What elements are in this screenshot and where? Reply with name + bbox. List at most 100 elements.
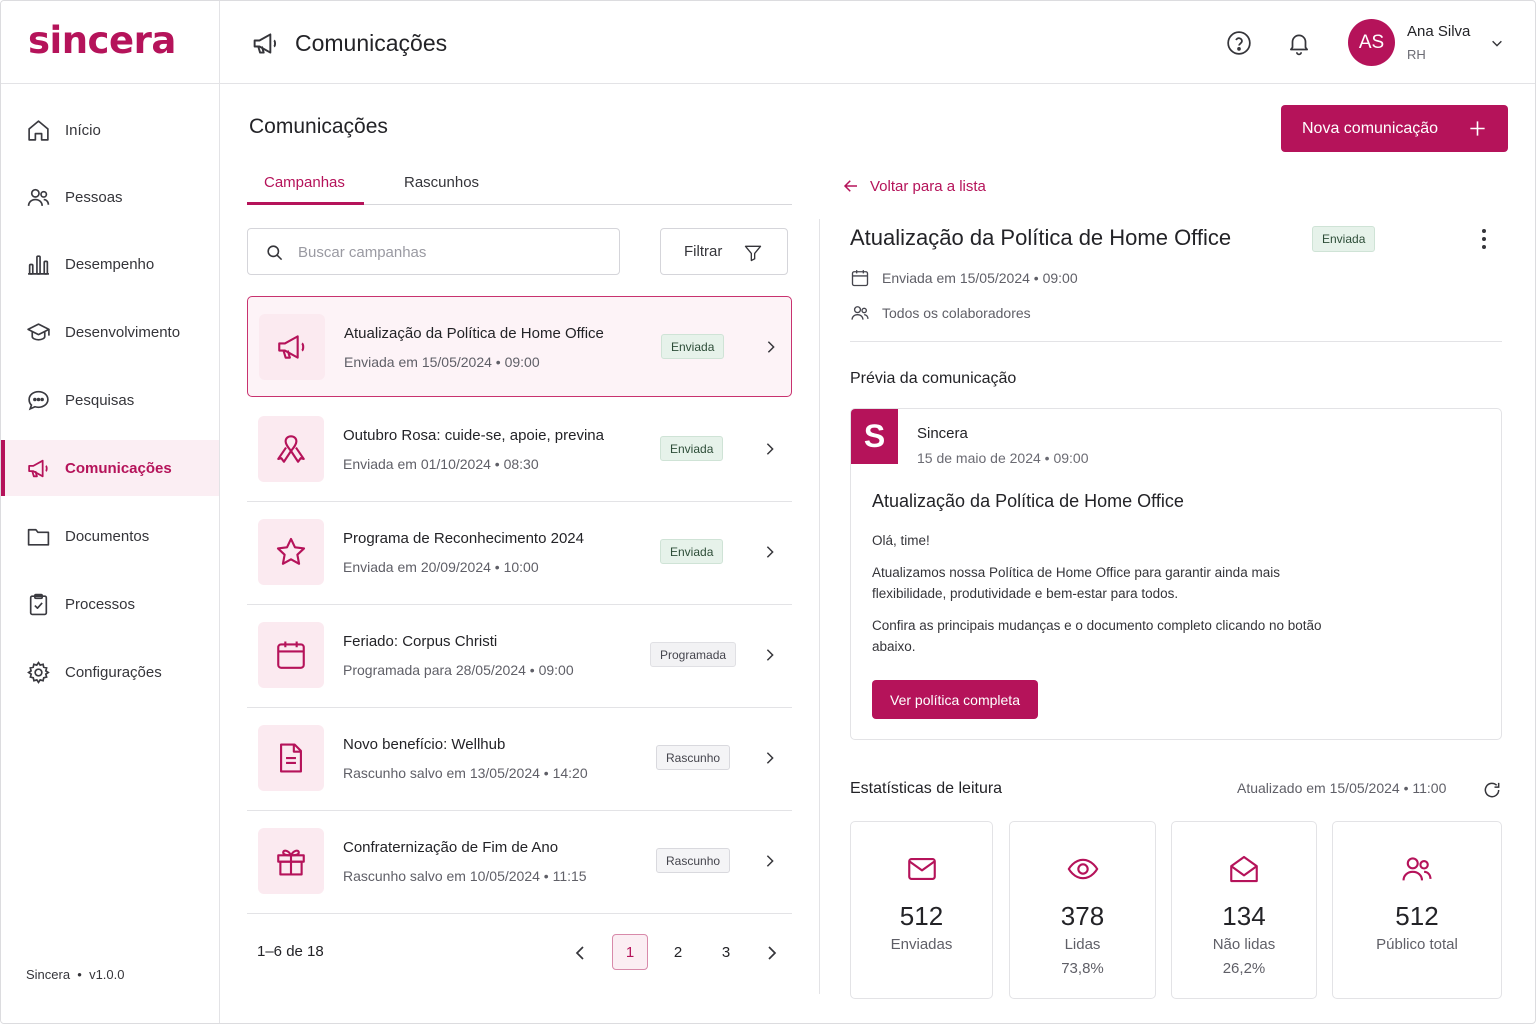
graduation-cap-icon <box>27 322 50 341</box>
star-icon <box>276 537 306 565</box>
sidebar-item-pessoas[interactable]: Pessoas <box>1 169 219 225</box>
campaign-row[interactable]: Outubro Rosa: cuide-se, apoie, previna E… <box>247 399 792 502</box>
stat-percent: 73,8% <box>1061 960 1104 977</box>
page-button-2[interactable]: 2 <box>673 943 683 961</box>
sidebar-item-desempenho[interactable]: Desempenho <box>1 236 219 292</box>
filter-label: Filtrar <box>684 243 723 260</box>
stat-label: Lidas <box>1064 936 1101 953</box>
campaign-subtitle: Enviada em 20/09/2024 • 10:00 <box>343 559 539 575</box>
status-badge: Enviada <box>660 436 724 461</box>
filter-icon <box>744 245 762 262</box>
sidebar-item-comunicacoes[interactable]: Comunicações <box>1 440 219 496</box>
tab-campanhas[interactable]: Campanhas <box>264 174 345 191</box>
megaphone-icon <box>253 33 277 54</box>
page-header-title: Comunicações <box>295 30 448 56</box>
sidebar-item-label: Desempenho <box>65 255 155 273</box>
pagination-info: 1–6 de 18 <box>257 943 324 960</box>
chevron-left-icon[interactable] <box>572 945 588 961</box>
campaign-icon-tile <box>258 416 324 482</box>
stat-percent: 26,2% <box>1222 960 1266 977</box>
campaign-row[interactable]: Feriado: Corpus Christi Programada para … <box>247 605 792 708</box>
envelope-open-icon <box>1230 855 1258 883</box>
campaign-icon-tile <box>258 725 324 791</box>
chat-bubble-icon <box>28 390 49 410</box>
active-tab-indicator <box>247 202 364 205</box>
filter-button[interactable]: Filtrar <box>660 228 788 275</box>
stat-card-read: 378 Lidas 73,8% <box>1009 821 1156 999</box>
sidebar-item-processos[interactable]: Processos <box>1 576 219 632</box>
status-badge: Enviada <box>661 334 725 359</box>
campaign-title: Confraternização de Fim de Ano <box>343 839 559 856</box>
sidebar-item-label: Pessoas <box>65 188 123 206</box>
help-icon[interactable] <box>1226 30 1252 56</box>
megaphone-icon <box>28 459 48 477</box>
campaign-icon-tile <box>258 622 324 688</box>
search-input[interactable] <box>298 240 598 264</box>
preview-date: 15 de maio de 2024 • 09:00 <box>917 450 1089 466</box>
campaign-subtitle: Rascunho salvo em 10/05/2024 • 11:15 <box>343 868 587 884</box>
stat-label: Não lidas <box>1212 936 1276 953</box>
calendar-icon <box>277 641 305 669</box>
back-label: Voltar para a lista <box>870 177 986 195</box>
more-options-icon[interactable] <box>1474 227 1494 251</box>
arrow-left-icon <box>843 180 857 192</box>
sidebar-item-inicio[interactable]: Início <box>1 102 219 158</box>
gear-icon <box>27 660 50 684</box>
stats-updated: Atualizado em 15/05/2024 • 11:00 <box>1237 780 1447 796</box>
chevron-down-icon[interactable] <box>1490 36 1504 50</box>
sidebar-item-documentos[interactable]: Documentos <box>1 508 219 564</box>
home-icon <box>28 119 49 141</box>
calendar-icon <box>851 270 869 287</box>
preview-title: Atualização da Política de Home Office <box>872 491 1184 511</box>
bar-chart-icon <box>28 254 49 275</box>
people-icon <box>27 188 50 206</box>
sidebar-item-configuracoes[interactable]: Configurações <box>1 644 219 700</box>
campaign-title: Atualização da Política de Home Office <box>344 325 604 342</box>
campaign-row[interactable]: Confraternização de Fim de Ano Rascunho … <box>247 811 792 914</box>
preview-greeting: Olá, time! <box>872 533 930 548</box>
chevron-right-icon <box>766 649 774 661</box>
sidebar-item-label: Documentos <box>65 527 150 545</box>
refresh-icon[interactable] <box>1482 780 1502 800</box>
new-communication-button[interactable]: Nova comunicação <box>1281 105 1508 152</box>
bell-icon[interactable] <box>1286 29 1312 57</box>
document-icon <box>280 743 302 773</box>
back-to-list-link[interactable]: Voltar para a lista <box>842 177 986 195</box>
eye-icon <box>1067 858 1099 880</box>
campaign-row[interactable]: Novo benefício: Wellhub Rascunho salvo e… <box>247 708 792 811</box>
avatar[interactable]: AS <box>1348 19 1395 66</box>
page-button-3[interactable]: 3 <box>721 943 731 961</box>
search-box[interactable] <box>247 228 620 275</box>
page-button-1[interactable]: 1 <box>612 934 648 970</box>
chevron-right-icon <box>766 546 774 558</box>
communication-preview: S Sincera 15 de maio de 2024 • 09:00 Atu… <box>850 408 1502 740</box>
folder-icon <box>27 528 50 546</box>
sidebar-item-pesquisas[interactable]: Pesquisas <box>1 372 219 428</box>
campaign-row[interactable]: Programa de Reconhecimento 2024 Enviada … <box>247 502 792 605</box>
campaign-icon-tile <box>258 828 324 894</box>
chevron-right-icon <box>767 341 775 353</box>
divider <box>1 83 220 84</box>
preview-paragraph: Confira as principais mudanças e o docum… <box>872 618 1322 654</box>
megaphone-icon <box>278 335 305 359</box>
sidebar-item-desenvolvimento[interactable]: Desenvolvimento <box>1 304 219 360</box>
divider <box>850 341 1502 342</box>
new-communication-label: Nova comunicação <box>1302 120 1439 137</box>
user-role: RH <box>1407 47 1426 62</box>
campaign-title: Programa de Reconhecimento 2024 <box>343 530 584 547</box>
chevron-right-icon[interactable] <box>764 945 780 961</box>
status-badge: Enviada <box>660 539 724 564</box>
app-version: Sincera • v1.0.0 <box>26 967 125 982</box>
page-title: Comunicações <box>249 115 388 138</box>
stat-card-unread: 134 Não lidas 26,2% <box>1171 821 1317 999</box>
campaign-row[interactable]: Atualização da Política de Home Office E… <box>247 296 792 397</box>
divider <box>819 219 820 994</box>
campaign-subtitle: Enviada em 01/10/2024 • 08:30 <box>343 456 539 472</box>
stat-value: 512 <box>1395 901 1439 931</box>
tab-rascunhos[interactable]: Rascunhos <box>404 174 480 191</box>
campaign-title: Novo benefício: Wellhub <box>343 736 506 753</box>
status-badge: Enviada <box>1312 226 1376 252</box>
ribbon-icon <box>277 435 305 463</box>
chevron-right-icon <box>766 855 774 867</box>
view-policy-button[interactable]: Ver política completa <box>872 680 1038 719</box>
